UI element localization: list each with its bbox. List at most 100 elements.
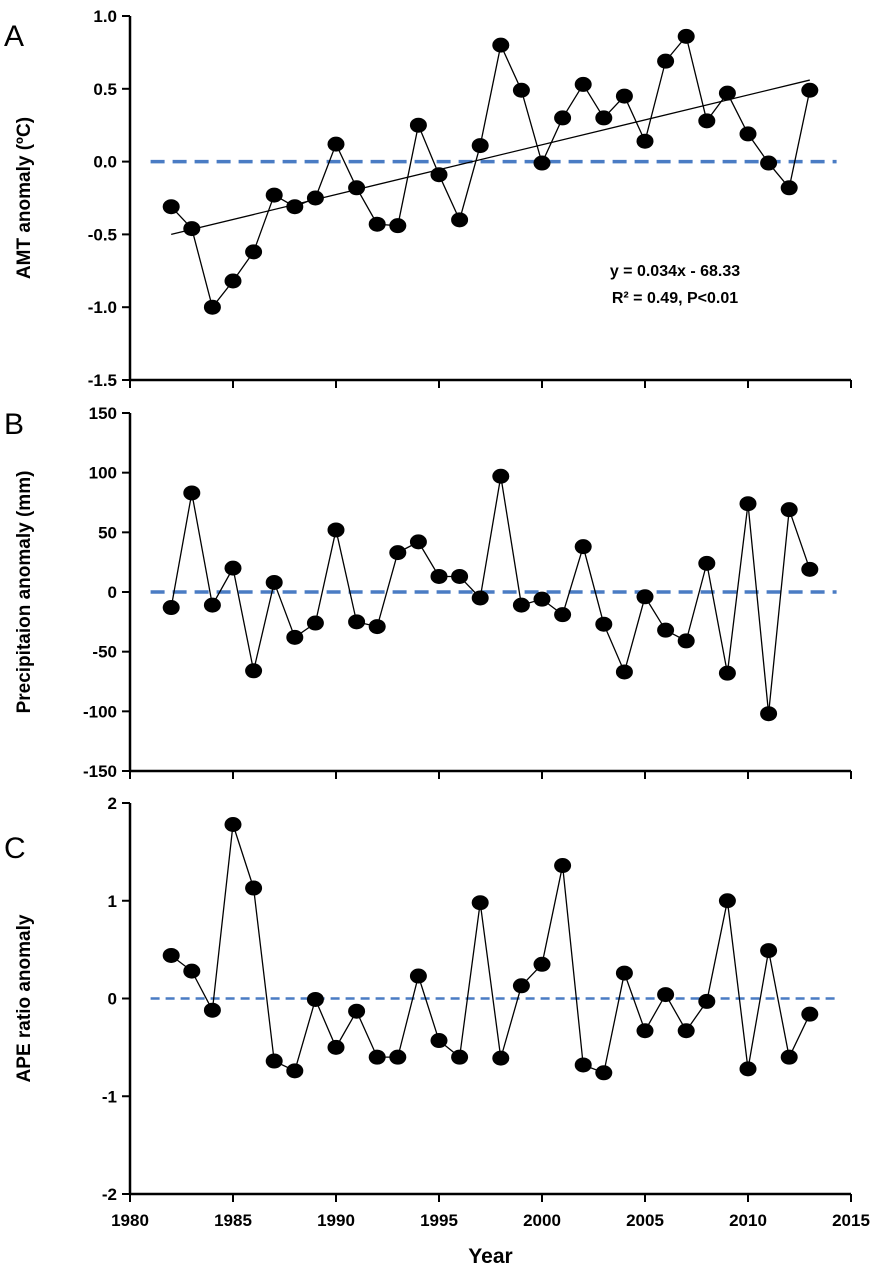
x-tick-label: 2000 — [523, 1211, 561, 1230]
data-point-1994 — [409, 968, 427, 984]
panel-letter: C — [4, 832, 26, 865]
data-point-1985 — [224, 817, 242, 833]
data-point-2007 — [677, 1023, 695, 1039]
data-point-1987 — [265, 1053, 283, 1069]
data-point-1998 — [492, 1050, 510, 1066]
y-tick-label: 0.5 — [93, 80, 117, 99]
data-point-2001 — [554, 607, 572, 623]
data-point-2004 — [615, 965, 633, 981]
y-tick-label: -1.0 — [88, 298, 117, 317]
y-tick-label: 1 — [108, 892, 117, 911]
data-point-2001 — [554, 858, 572, 874]
data-point-1997 — [471, 590, 489, 606]
data-point-1990 — [327, 522, 345, 538]
data-point-2009 — [718, 85, 736, 101]
data-point-1997 — [471, 138, 489, 154]
x-tick-label: 2005 — [626, 1211, 664, 1230]
data-point-1992 — [368, 216, 386, 232]
data-point-2012 — [780, 180, 798, 196]
y-axis-label: AMT anomaly (ºC) — [14, 117, 35, 279]
data-point-2001 — [554, 110, 572, 126]
data-point-1999 — [512, 978, 530, 994]
data-point-2006 — [657, 622, 675, 638]
data-point-1991 — [348, 1003, 366, 1019]
data-point-2009 — [718, 893, 736, 909]
data-point-2012 — [780, 1049, 798, 1065]
x-tick-label: 1990 — [317, 1211, 355, 1230]
data-point-1991 — [348, 180, 366, 196]
data-point-2007 — [677, 633, 695, 649]
series-line — [170, 476, 811, 714]
data-point-2011 — [760, 155, 778, 171]
data-point-2004 — [615, 88, 633, 104]
data-point-1985 — [224, 273, 242, 289]
data-point-2008 — [698, 555, 716, 571]
x-tick-label: 1980 — [111, 1211, 149, 1230]
y-axis-label: APE ratio anomaly — [14, 914, 35, 1082]
data-point-2013 — [801, 561, 819, 577]
data-point-1986 — [245, 244, 263, 260]
x-axis-label: Year — [468, 1245, 512, 1268]
panel-letter: A — [4, 20, 24, 53]
data-point-2013 — [801, 82, 819, 98]
data-point-1988 — [286, 629, 304, 645]
data-point-2004 — [615, 664, 633, 680]
data-point-2007 — [677, 28, 695, 44]
data-point-1990 — [327, 1039, 345, 1055]
data-point-2005 — [636, 589, 654, 605]
y-tick-label: -2 — [102, 1185, 117, 1204]
x-tick-label: 1985 — [214, 1211, 252, 1230]
data-point-1986 — [245, 880, 263, 896]
data-point-1985 — [224, 560, 242, 576]
y-tick-label: 100 — [89, 464, 117, 483]
data-point-1998 — [492, 468, 510, 484]
trend-line — [171, 79, 810, 236]
data-point-2010 — [739, 1061, 757, 1077]
data-point-1994 — [409, 534, 427, 550]
data-point-1992 — [368, 1049, 386, 1065]
data-point-1996 — [451, 568, 469, 584]
data-point-1989 — [306, 991, 324, 1007]
panel-c: -2 -1 0 1 2 1980 1985 1990 1995 2000 2005 2010 2015 C… — [4, 794, 870, 1268]
data-point-2012 — [780, 502, 798, 518]
data-point-1984 — [203, 299, 221, 315]
data-point-2000 — [533, 956, 551, 972]
y-tick-label: 50 — [98, 523, 117, 542]
data-point-2011 — [760, 706, 778, 722]
data-point-1983 — [183, 485, 201, 501]
y-tick-label: -0.5 — [88, 225, 117, 244]
panel-letter: B — [4, 408, 24, 441]
data-point-2010 — [739, 496, 757, 512]
y-tick-label: -1 — [102, 1087, 117, 1106]
data-point-1993 — [389, 545, 407, 561]
regression-stats: R² = 0.49, P<0.01 — [612, 290, 738, 307]
y-tick-label: -150 — [83, 762, 117, 781]
data-point-1988 — [286, 1063, 304, 1079]
data-point-2003 — [595, 110, 613, 126]
data-point-2002 — [574, 76, 592, 92]
data-point-1991 — [348, 614, 366, 630]
data-point-1998 — [492, 37, 510, 53]
data-point-1990 — [327, 136, 345, 152]
data-point-1994 — [409, 117, 427, 133]
series-line — [170, 824, 811, 1074]
data-point-1997 — [471, 895, 489, 911]
data-point-2008 — [698, 993, 716, 1009]
data-point-1995 — [430, 1033, 448, 1049]
x-tick-label: 2015 — [832, 1211, 870, 1230]
y-tick-label: 2 — [108, 794, 117, 813]
data-point-2008 — [698, 113, 716, 129]
data-point-2002 — [574, 1057, 592, 1073]
data-point-1984 — [203, 597, 221, 613]
data-point-1988 — [286, 199, 304, 215]
data-point-1983 — [183, 221, 201, 237]
data-point-2000 — [533, 155, 551, 171]
data-point-2006 — [657, 987, 675, 1003]
data-point-2005 — [636, 1023, 654, 1039]
data-point-2013 — [801, 1006, 819, 1022]
data-point-2005 — [636, 133, 654, 149]
data-point-1984 — [203, 1002, 221, 1018]
y-tick-label: -1.5 — [88, 371, 117, 390]
panel-b: -150 -100 -50 0 50 100 150 B Precipitaion anomal… — [4, 404, 852, 781]
y-axis-label: Precipitaion anomaly (mm) — [14, 471, 35, 714]
